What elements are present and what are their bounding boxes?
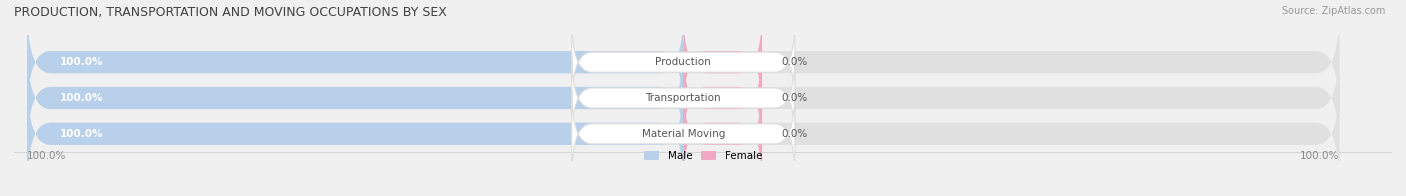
- Text: 0.0%: 0.0%: [782, 93, 808, 103]
- Text: 100.0%: 100.0%: [1301, 151, 1340, 161]
- FancyBboxPatch shape: [27, 45, 1340, 151]
- Text: PRODUCTION, TRANSPORTATION AND MOVING OCCUPATIONS BY SEX: PRODUCTION, TRANSPORTATION AND MOVING OC…: [14, 6, 447, 19]
- Text: 100.0%: 100.0%: [60, 129, 104, 139]
- FancyBboxPatch shape: [572, 18, 794, 106]
- Text: Material Moving: Material Moving: [641, 129, 725, 139]
- FancyBboxPatch shape: [683, 9, 762, 116]
- Text: 100.0%: 100.0%: [27, 151, 66, 161]
- FancyBboxPatch shape: [683, 80, 762, 187]
- Text: Production: Production: [655, 57, 711, 67]
- FancyBboxPatch shape: [27, 9, 683, 116]
- FancyBboxPatch shape: [27, 45, 683, 151]
- FancyBboxPatch shape: [572, 90, 794, 178]
- FancyBboxPatch shape: [27, 9, 1340, 116]
- Text: 100.0%: 100.0%: [60, 93, 104, 103]
- Text: 0.0%: 0.0%: [782, 57, 808, 67]
- FancyBboxPatch shape: [27, 80, 1340, 187]
- Text: Transportation: Transportation: [645, 93, 721, 103]
- FancyBboxPatch shape: [683, 45, 762, 151]
- Text: 100.0%: 100.0%: [60, 57, 104, 67]
- FancyBboxPatch shape: [27, 80, 683, 187]
- FancyBboxPatch shape: [572, 54, 794, 142]
- Legend: Male, Female: Male, Female: [640, 147, 766, 166]
- Text: Source: ZipAtlas.com: Source: ZipAtlas.com: [1281, 6, 1385, 16]
- Text: 0.0%: 0.0%: [782, 129, 808, 139]
